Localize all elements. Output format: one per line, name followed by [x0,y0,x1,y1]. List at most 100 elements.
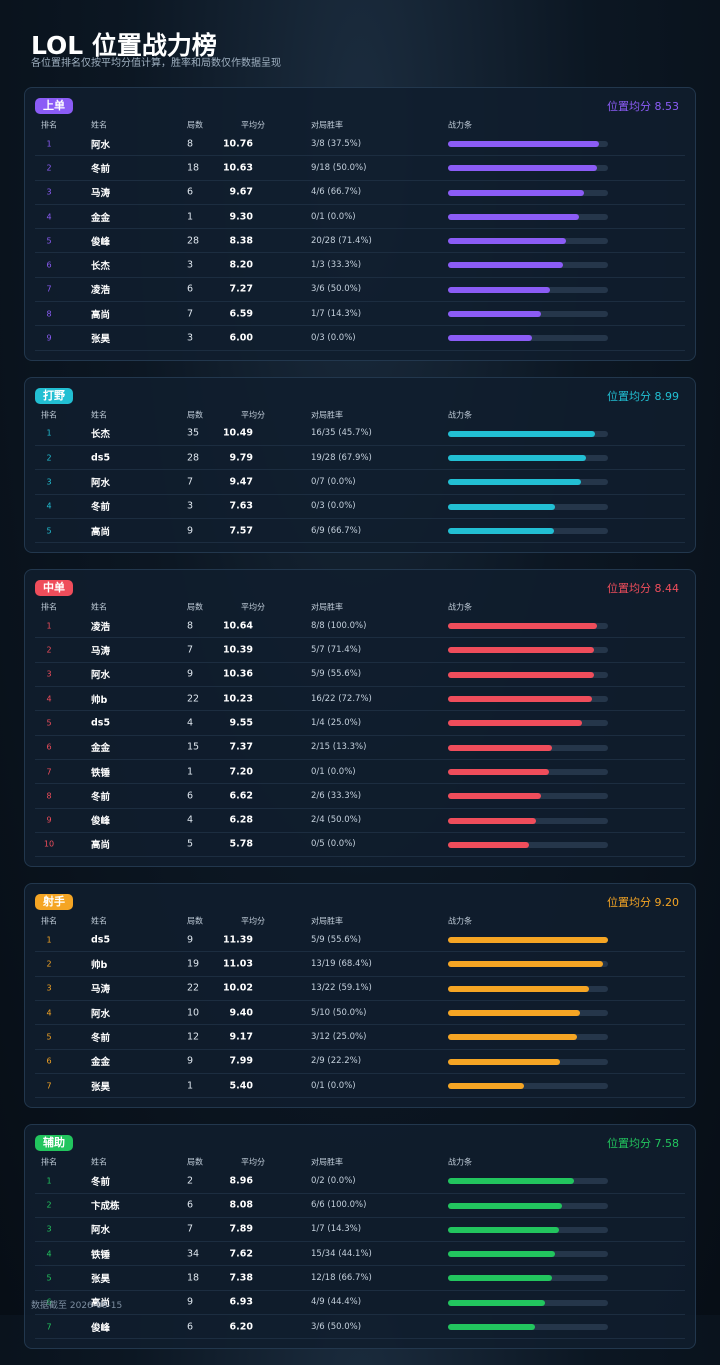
rank: 6 [46,260,52,270]
average-score: 6.20 [229,1321,253,1333]
average-label: 位置均分 [607,1137,651,1151]
column-header: 排名 姓名 局数 平均分 对局胜率 战力条 [35,408,685,422]
power-bar-track [448,985,608,992]
games: 3 [187,500,194,512]
player-name: 金金 [91,212,111,224]
power-bar-track [448,1178,608,1185]
rank: 2 [46,163,52,173]
player-name: 冬前 [91,163,111,175]
rank: 7 [46,767,52,777]
player-row: 7 俊峰 6 6.20 3/6 (50.0%) [35,1315,685,1340]
average-score: 8.96 [229,1175,253,1187]
column-header: 排名 姓名 局数 平均分 对局胜率 战力条 [35,1155,685,1169]
player-row: 1 冬前 2 8.96 0/2 (0.0%) [35,1169,685,1194]
column-label: 局数 [187,916,203,926]
player-row: 5 高尚 9 7.57 6/9 (66.7%) [35,519,685,544]
power-bar [448,262,564,269]
player-name: 金金 [91,1057,111,1069]
power-bar-track [448,744,608,751]
player-row: 2 帅b 19 11.03 13/19 (68.4%) [35,952,685,977]
rank: 1 [46,1176,52,1186]
games: 6 [187,186,194,198]
power-bar-track [448,1034,608,1041]
player-name: 阿水 [91,1225,111,1237]
power-bar [448,671,594,678]
power-bar [448,1034,577,1041]
win-rate: 0/2 (0.0%) [311,1175,356,1186]
games: 34 [187,1248,200,1260]
column-label: 姓名 [91,1157,107,1167]
position-card: 射手 位置均分 9.20 排名 姓名 局数 平均分 对局胜率 战力条 1 ds5 9 11.39 5/9… [24,883,696,1109]
power-bar-track [448,1299,608,1306]
player-row: 7 铁锤 1 7.20 0/1 (0.0%) [35,760,685,785]
power-bar [448,238,566,245]
power-bar-track [448,165,608,172]
power-bar-track [448,479,608,486]
player-row: 5 冬前 12 9.17 3/12 (25.0%) [35,1025,685,1050]
position-average: 位置均分 7.58 [607,1135,679,1151]
power-bar [448,696,592,703]
player-row: 2 冬前 18 10.63 9/18 (50.0%) [35,156,685,181]
rank: 4 [46,1008,52,1018]
rank: 4 [46,694,52,704]
player-row: 4 阿水 10 9.40 5/10 (50.0%) [35,1001,685,1026]
average-label: 位置均分 [607,582,651,596]
win-rate: 16/35 (45.7%) [311,428,372,439]
power-bar [448,213,579,220]
player-name: 帅b [91,960,108,972]
games: 4 [187,814,194,826]
power-bar-track [448,793,608,800]
player-row: 5 俊峰 28 8.38 20/28 (71.4%) [35,229,685,254]
rank: 3 [46,187,52,197]
games: 10 [187,1007,200,1019]
win-rate: 0/1 (0.0%) [311,211,356,222]
average-score: 9.17 [229,1031,253,1043]
power-bar [448,335,533,342]
power-bar-track [448,671,608,678]
power-bar-track [448,262,608,269]
power-bar-track [448,961,608,968]
games: 8 [187,620,194,632]
power-bar [448,454,586,461]
power-bar [448,1058,561,1065]
win-rate: 15/34 (44.1%) [311,1248,372,1259]
power-bar [448,1082,524,1089]
player-name: 凌浩 [91,285,111,297]
win-rate: 6/6 (100.0%) [311,1200,367,1211]
average-score: 9.30 [229,211,253,223]
player-name: 俊峰 [91,816,111,828]
position-card: 中单 位置均分 8.44 排名 姓名 局数 平均分 对局胜率 战力条 1 凌浩 8 10.64 8/8 … [24,569,696,868]
player-name: 长杰 [91,261,111,273]
player-name: 马涛 [91,646,111,658]
average-score: 5.78 [229,838,253,850]
games: 2 [187,1175,194,1187]
games: 12 [187,1031,200,1043]
average-value: 9.20 [654,896,680,910]
player-row: 2 卞成栋 6 8.08 6/6 (100.0%) [35,1194,685,1218]
average-value: 8.99 [654,389,680,403]
power-bar-track [448,430,608,437]
games: 1 [187,766,194,778]
win-rate: 1/3 (33.3%) [311,260,362,271]
power-bar-track [448,1010,608,1017]
rank: 5 [46,1273,52,1283]
role-badge: 射手 [35,894,73,911]
column-label: 对局胜率 [311,602,343,612]
column-label: 战力条 [448,120,472,130]
player-row: 6 金金 15 7.37 2/15 (13.3%) [35,736,685,760]
player-name: ds5 [91,934,111,946]
rank: 2 [46,645,52,655]
average-score: 7.62 [229,1248,253,1260]
player-row: 4 金金 1 9.30 0/1 (0.0%) [35,205,685,230]
player-name: 阿水 [91,139,111,151]
player-row: 4 铁锤 34 7.62 15/34 (44.1%) [35,1242,685,1267]
player-name: 冬前 [91,1032,111,1044]
games: 18 [187,1272,200,1284]
average-score: 8.38 [229,235,253,247]
average-score: 10.23 [222,693,253,705]
player-name: 张昊 [91,1274,111,1286]
rank: 8 [46,791,52,801]
player-name: ds5 [91,452,111,464]
win-rate: 5/9 (55.6%) [311,934,362,945]
column-label: 战力条 [448,410,472,420]
